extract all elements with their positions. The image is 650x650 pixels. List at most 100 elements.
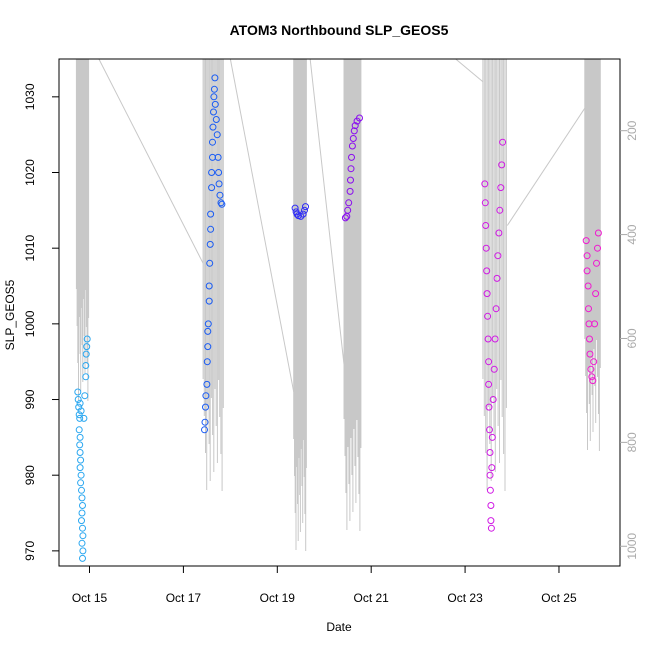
data-point	[77, 456, 85, 464]
data-point	[593, 259, 600, 267]
data-point	[216, 191, 224, 199]
data-point	[301, 206, 308, 214]
data-point	[348, 142, 356, 150]
data-point	[202, 403, 209, 411]
data-point	[76, 433, 84, 441]
pressure-connector-1	[229, 58, 295, 393]
data-point	[82, 362, 90, 369]
plot-frame	[58, 58, 621, 567]
data-point	[204, 320, 212, 328]
data-point	[76, 399, 84, 407]
y2-tick-label: 600	[625, 328, 639, 348]
data-point	[207, 210, 215, 218]
data-point	[78, 539, 86, 547]
data-point	[586, 350, 594, 358]
data-point	[350, 127, 358, 135]
data-point	[489, 396, 497, 403]
data-point	[584, 282, 592, 290]
data-point	[487, 517, 495, 525]
pressure-trace-5	[584, 59, 601, 451]
data-point	[498, 161, 506, 169]
data-point	[495, 229, 503, 237]
data-point	[492, 305, 500, 313]
data-point	[209, 138, 216, 146]
data-point	[485, 380, 493, 388]
data-point	[589, 377, 597, 385]
data-point	[75, 403, 83, 411]
data-point	[482, 222, 490, 229]
data-point	[81, 392, 89, 400]
x-tick-label: Oct 25	[541, 591, 577, 605]
data-point	[483, 290, 491, 298]
data-point	[206, 240, 214, 248]
data-point	[347, 165, 355, 173]
data-point	[587, 365, 595, 373]
data-point	[348, 153, 355, 161]
data-point	[215, 169, 223, 176]
data-point	[210, 108, 217, 116]
data-point	[201, 418, 209, 426]
data-point	[585, 305, 592, 313]
x-axis-label: Date	[326, 620, 352, 634]
pressure-trace-layer	[75, 58, 601, 551]
pressure-connector-0	[98, 58, 204, 264]
data-point	[583, 267, 591, 275]
data-point	[74, 396, 82, 403]
data-point	[487, 524, 495, 532]
data-point	[346, 187, 354, 195]
data-point	[205, 282, 213, 290]
data-point	[80, 414, 88, 422]
data-point	[302, 203, 309, 211]
data-point	[485, 403, 493, 411]
data-point	[499, 138, 507, 146]
data-point	[79, 502, 86, 509]
data-point	[204, 327, 212, 335]
data-point	[77, 407, 85, 415]
data-points-layer	[74, 74, 602, 562]
data-point	[75, 411, 83, 419]
data-point	[482, 244, 490, 252]
y-tick-label: 1000	[23, 310, 37, 337]
y-axis-label: SLP_GEOS5	[3, 279, 17, 350]
pressure-trace-4	[482, 59, 507, 491]
data-point	[206, 259, 214, 267]
data-point	[582, 237, 590, 245]
data-point	[207, 225, 215, 233]
data-point	[208, 169, 216, 176]
data-point	[202, 392, 210, 400]
data-point	[210, 85, 218, 93]
data-point	[486, 486, 494, 494]
data-point	[491, 335, 499, 343]
data-point	[217, 199, 225, 207]
pressure-trace-2	[293, 59, 307, 551]
data-point	[486, 449, 494, 456]
data-point	[76, 414, 84, 422]
data-point	[488, 433, 496, 441]
data-point	[218, 200, 226, 208]
y-tick-label: 1030	[23, 83, 37, 110]
data-point	[76, 449, 84, 456]
data-point	[486, 471, 494, 479]
data-point	[212, 116, 220, 123]
data-point	[297, 212, 305, 220]
pressure-connector-3	[455, 58, 484, 83]
data-point	[588, 373, 596, 381]
data-point	[586, 335, 593, 343]
y-axis: 970 980 990 1000 1010 1020 1030	[23, 83, 59, 561]
data-point	[83, 335, 91, 343]
data-point	[483, 267, 491, 275]
data-point	[594, 229, 602, 237]
data-point	[486, 426, 493, 434]
data-point	[204, 343, 212, 351]
data-point	[75, 426, 83, 434]
data-point	[213, 131, 221, 139]
x-axis: Oct 15 Oct 17 Oct 19 Oct 21 Oct 23 Oct 25	[72, 565, 577, 605]
data-point	[77, 471, 85, 479]
x-tick-label: Oct 17	[166, 591, 202, 605]
data-point	[211, 100, 219, 108]
y-tick-label: 970	[23, 541, 37, 561]
data-point	[485, 358, 493, 366]
data-point	[299, 210, 307, 218]
data-point	[76, 464, 84, 472]
